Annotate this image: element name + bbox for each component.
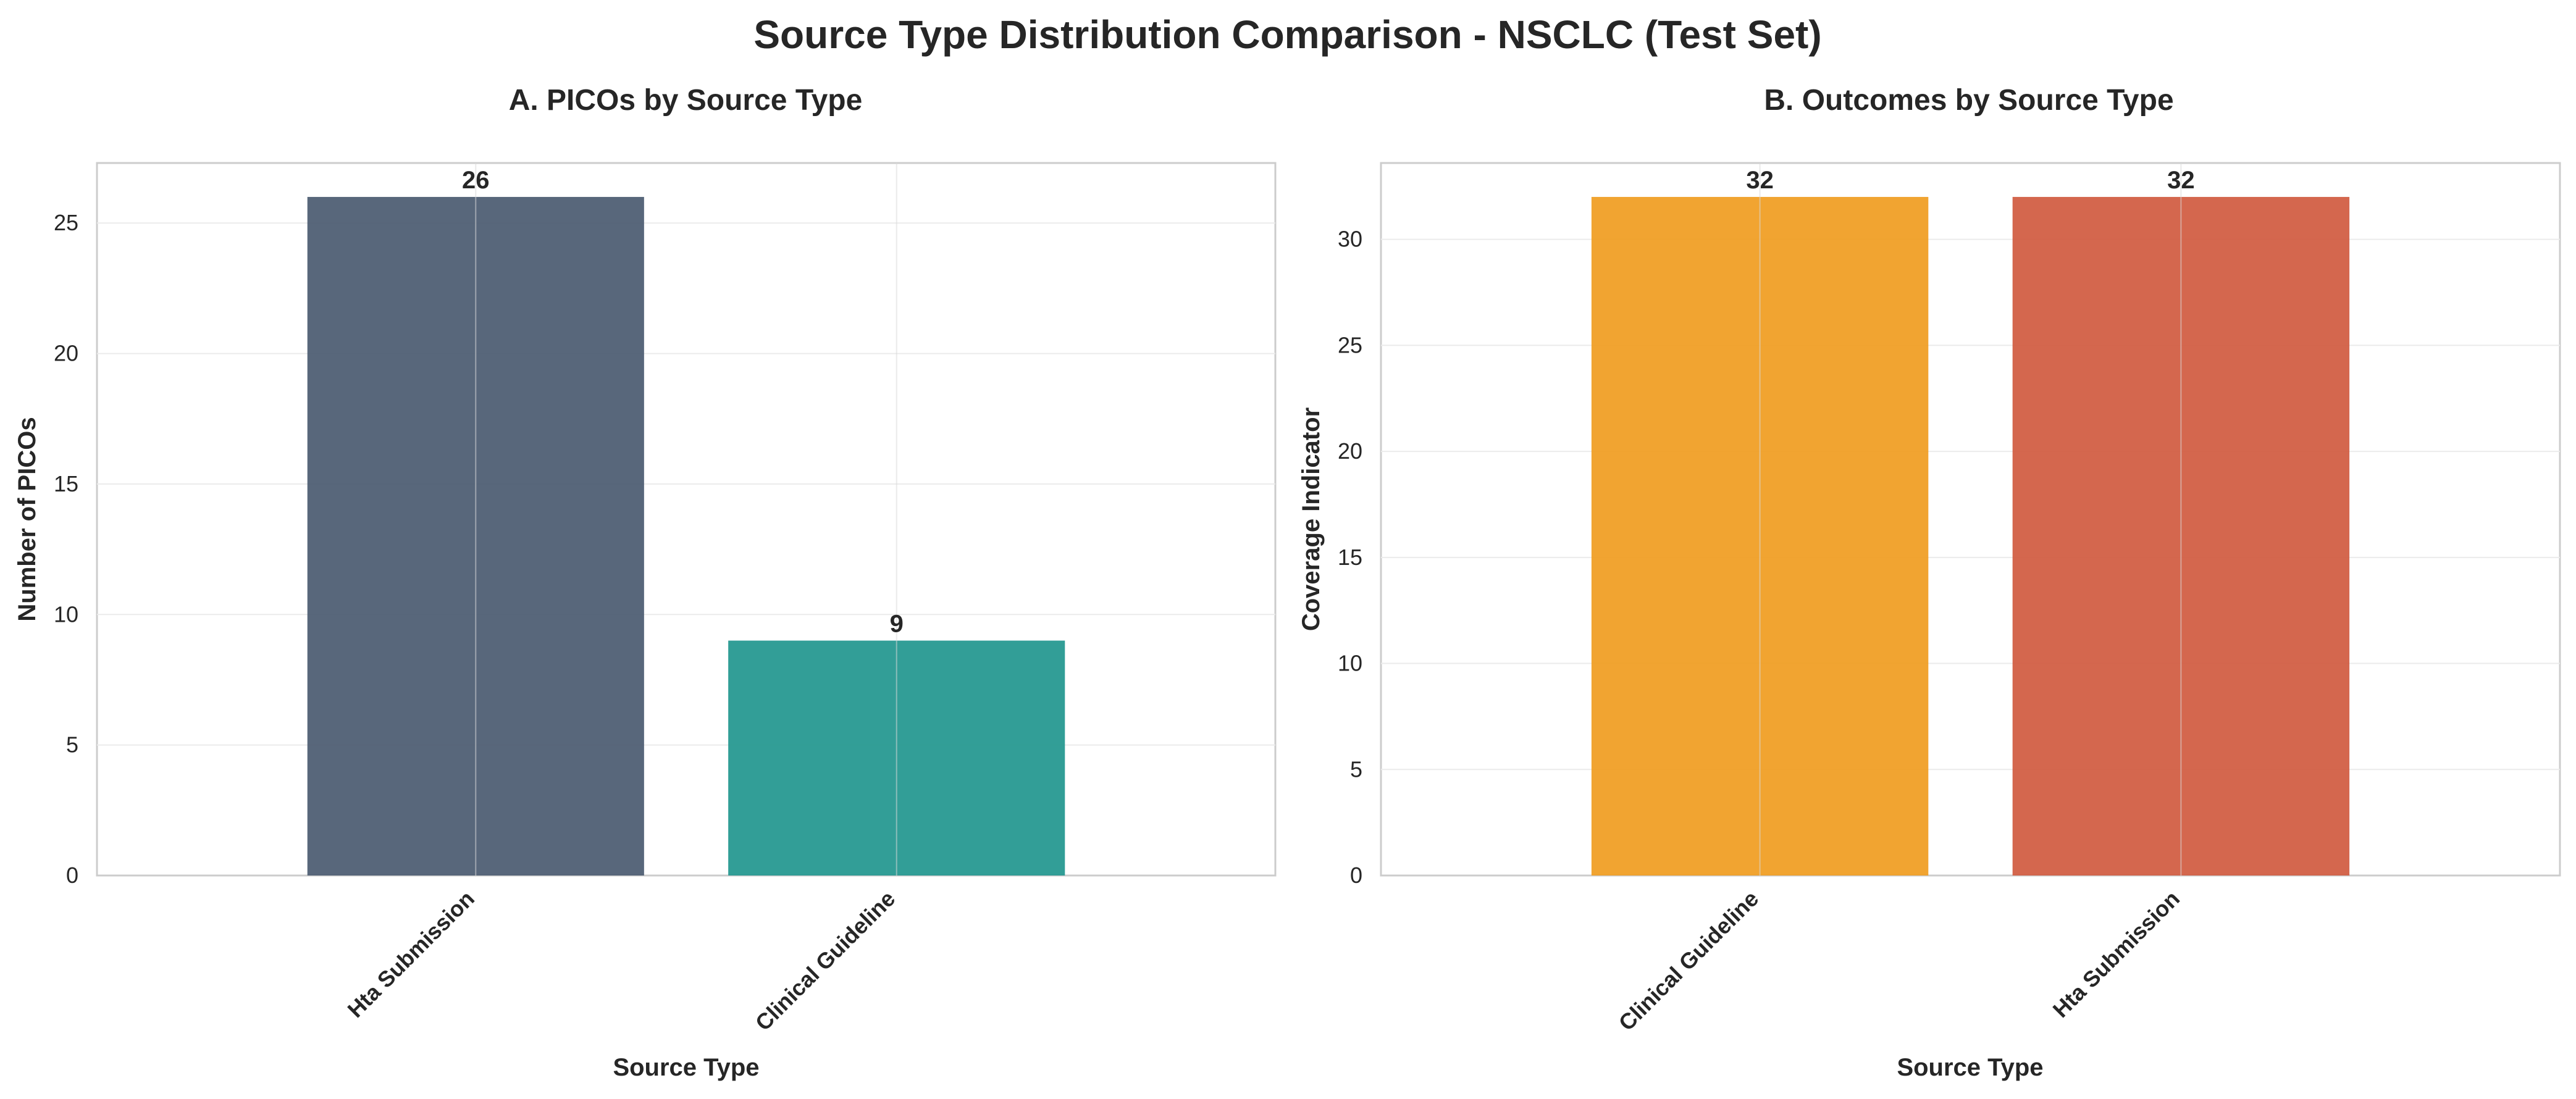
y-tick-label: 5 [1350, 756, 1362, 782]
chart-panel-a: A. PICOs by Source Type 0 5 10 15 20 25 26 Hta … [14, 84, 1277, 1081]
chart-panel-b: B. Outcomes by Source Type 0 5 10 15 20 25 30 3… [1298, 84, 2561, 1081]
bar-value-label: 9 [890, 611, 904, 638]
y-tick-label: 30 [1338, 227, 1362, 252]
plot-frame [96, 162, 1277, 877]
y-tick-label: 10 [54, 601, 78, 627]
x-tick-label: Hta Submission [343, 886, 479, 1022]
bar-value-label: 26 [462, 167, 490, 194]
y-axis-label: Number of PICOs [14, 417, 41, 621]
y-tick-label: 10 [1338, 651, 1362, 676]
x-tick-label: Clinical Guideline [750, 886, 900, 1036]
chart-title: B. Outcomes by Source Type [1764, 84, 2173, 117]
figure-title: Source Type Distribution Comparison - NS… [753, 12, 1821, 57]
y-tick-label: 0 [66, 863, 78, 888]
y-tick-label: 15 [1338, 545, 1362, 570]
x-axis-label: Source Type [1897, 1054, 2043, 1081]
x-tick-label: Hta Submission [2048, 886, 2184, 1022]
y-tick-label: 25 [1338, 332, 1362, 357]
y-tick-label: 20 [54, 341, 78, 366]
y-tick-label: 5 [66, 732, 78, 758]
x-axis-label: Source Type [613, 1054, 759, 1081]
y-tick-label: 25 [54, 210, 78, 235]
y-tick-label: 0 [1350, 863, 1362, 888]
chart-title: A. PICOs by Source Type [509, 84, 863, 117]
plot-frame [1380, 162, 2561, 877]
y-tick-label: 20 [1338, 438, 1362, 464]
bar-value-label: 32 [2167, 167, 2195, 194]
y-tick-label: 15 [54, 471, 78, 496]
bar-value-label: 32 [1746, 167, 1774, 194]
y-axis-label: Coverage Indicator [1298, 407, 1325, 631]
x-tick-label: Clinical Guideline [1614, 886, 1764, 1036]
